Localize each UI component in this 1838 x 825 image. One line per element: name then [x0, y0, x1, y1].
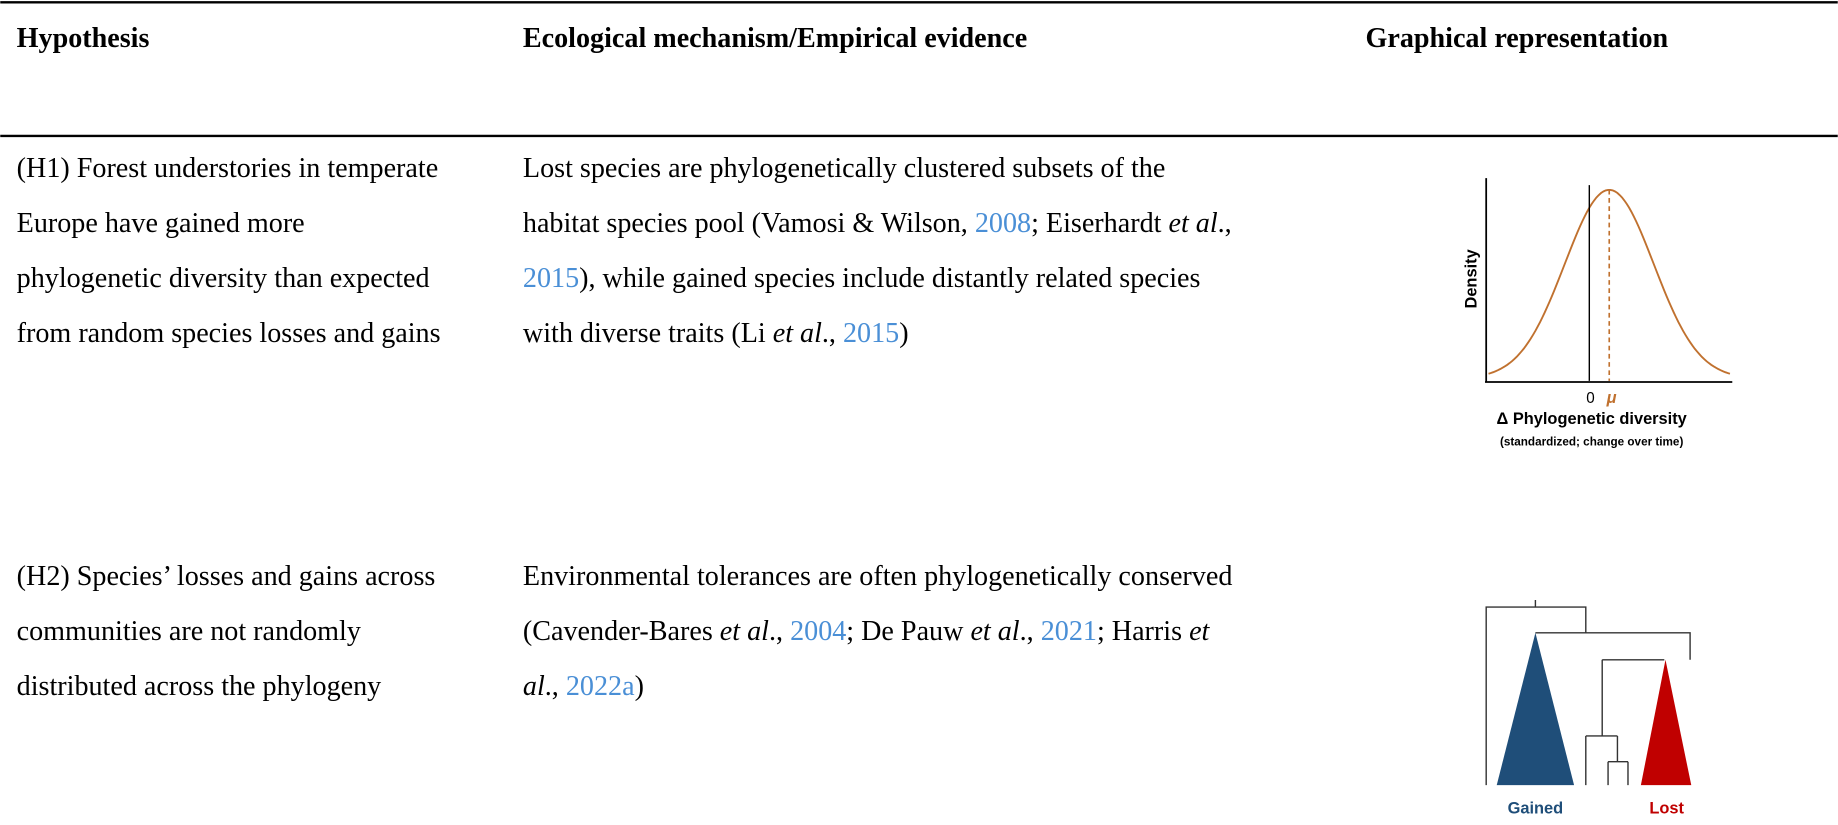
- mechanism-line: 2015), while gained species include dist…: [523, 263, 1201, 294]
- hypothesis-line: (H2) Species’ losses and gains across: [17, 561, 436, 592]
- hypothesis-line: (H1) Forest understories in temperate: [17, 153, 439, 184]
- text: ; De Pauw: [846, 616, 970, 647]
- header: Ecological mechanism/Empirical evidence: [523, 23, 1027, 54]
- text: .,: [1218, 208, 1239, 239]
- x-tick: 0: [1586, 390, 1594, 407]
- lost-label: Lost: [1649, 799, 1684, 817]
- mechanism-line: Lost species are phylogenetically cluste…: [523, 153, 1165, 184]
- text: ), while gained species include distantl…: [579, 263, 1200, 294]
- text: et al: [773, 318, 822, 349]
- text: al: [523, 671, 545, 702]
- text: ; Harris: [1097, 616, 1189, 647]
- citation-link[interactable]: 2015: [843, 318, 899, 349]
- mechanism-line: habitat species pool (Vamosi & Wilson, 2…: [523, 208, 1239, 239]
- text: et: [1189, 616, 1210, 647]
- density-figure: Density 0 μ Δ Phylogenetic diversity (st…: [1462, 178, 1732, 448]
- text: habitat species pool (Vamosi & Wilson,: [523, 208, 975, 239]
- text: Lost species are phylogenetically cluste…: [523, 153, 1165, 184]
- page: {"table": { "headers": ["Hypothesis", "E…: [0, 0, 1838, 825]
- hypothesis-line: communities are not randomly: [17, 616, 361, 647]
- citation-link[interactable]: 2015: [523, 263, 579, 294]
- hypothesis-line: Europe have gained more: [17, 208, 305, 239]
- text: .,: [769, 616, 790, 647]
- citation-link[interactable]: 2022a: [566, 671, 635, 702]
- gained-label: Gained: [1508, 799, 1564, 817]
- text: ; Eiserhardt: [1031, 208, 1168, 239]
- text: .,: [1020, 616, 1041, 647]
- mechanism-line: with diverse traits (Li et al., 2015): [523, 318, 909, 349]
- text: et al: [1168, 208, 1217, 239]
- header: Graphical representation: [1365, 23, 1668, 54]
- header: Hypothesis: [17, 23, 150, 54]
- gained-clade: [1497, 633, 1574, 785]
- hypothesis-line: from random species losses and gains: [17, 318, 441, 349]
- citation-link[interactable]: 2021: [1041, 616, 1097, 647]
- tree-figure: [1486, 600, 1691, 785]
- mechanism-line: Environmental tolerances are often phylo…: [523, 561, 1232, 592]
- text: et al: [720, 616, 769, 647]
- mechanism-line: al., 2022a): [523, 671, 644, 702]
- text: .,: [545, 671, 566, 702]
- text: (Cavender-Bares: [523, 616, 720, 647]
- text: with diverse traits (Li: [523, 318, 773, 349]
- hypothesis-line: phylogenetic diversity than expected: [17, 263, 430, 294]
- table: Hypothesis Ecological mechanism/Empirica…: [0, 0, 1838, 825]
- text: Environmental tolerances are often phylo…: [523, 561, 1232, 592]
- text: ): [899, 318, 908, 349]
- x-label: Δ Phylogenetic diversity: [1496, 410, 1687, 428]
- x-sublabel: (standardized; change over time): [1500, 435, 1683, 448]
- text: et al: [970, 616, 1019, 647]
- text: ): [635, 671, 644, 702]
- mechanism-line: (Cavender-Bares et al., 2004; De Pauw et…: [523, 616, 1211, 647]
- lost-clade: [1641, 660, 1691, 785]
- citation-link[interactable]: 2008: [975, 208, 1031, 239]
- hypothesis-line: distributed across the phylogeny: [17, 671, 382, 702]
- y-label: Density: [1462, 248, 1480, 308]
- text: .,: [822, 318, 843, 349]
- citation-link[interactable]: 2004: [790, 616, 846, 647]
- mean-label: μ: [1606, 389, 1617, 407]
